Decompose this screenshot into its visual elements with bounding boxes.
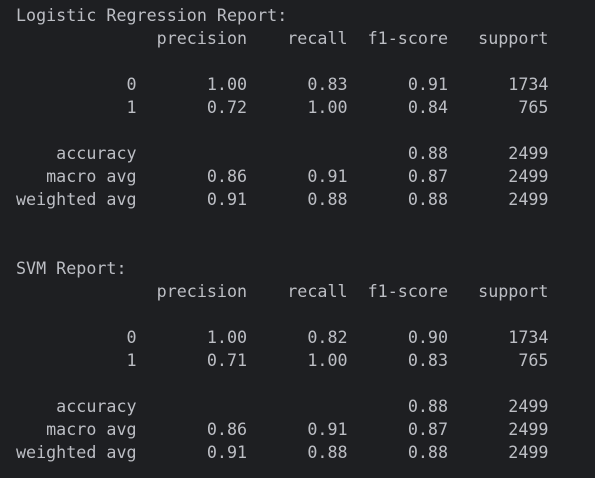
- report-class-row: 0 1.00 0.83 0.91 1734: [16, 74, 549, 94]
- report-class-row: 1 0.72 1.00 0.84 765: [16, 97, 549, 117]
- classification-report: Logistic Regression Report: precision re…: [16, 4, 595, 211]
- classification-report: SVM Report: precision recall f1-score su…: [16, 257, 595, 464]
- report-class-row: 0 1.00 0.82 0.90 1734: [16, 327, 549, 347]
- report-accuracy-row: accuracy 0.88 2499: [16, 396, 549, 416]
- blank-line: [16, 234, 595, 257]
- blank-line: [16, 50, 595, 73]
- report-avg-row: weighted avg 0.91 0.88 0.88 2499: [16, 189, 549, 209]
- blank-line: [16, 211, 595, 234]
- report-avg-row: weighted avg 0.91 0.88 0.88 2499: [16, 442, 549, 462]
- report-header-row: precision recall f1-score support: [16, 281, 549, 301]
- report-title: Logistic Regression Report:: [16, 5, 288, 25]
- blank-line: [16, 372, 595, 395]
- report-title: SVM Report:: [16, 258, 127, 278]
- report-header-row: precision recall f1-score support: [16, 28, 549, 48]
- report-avg-row: macro avg 0.86 0.91 0.87 2499: [16, 166, 549, 186]
- report-avg-row: macro avg 0.86 0.91 0.87 2499: [16, 419, 549, 439]
- report-accuracy-row: accuracy 0.88 2499: [16, 143, 549, 163]
- report-class-row: 1 0.71 1.00 0.83 765: [16, 350, 549, 370]
- blank-line: [16, 303, 595, 326]
- blank-line: [16, 119, 595, 142]
